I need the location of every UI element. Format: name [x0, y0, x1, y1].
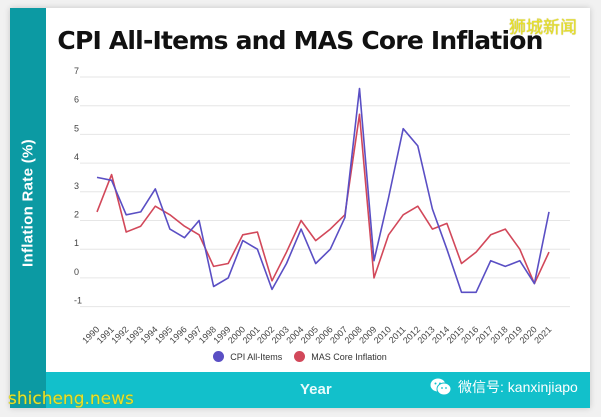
wechat-id: 微信号: kanxinjiapo	[458, 379, 578, 395]
legend-label-mas: MAS Core Inflation	[311, 351, 387, 362]
watermark-bottom: shicheng.news	[8, 389, 134, 409]
y-axis-band	[10, 8, 46, 408]
y-tick-label: 1	[74, 238, 79, 248]
series-line	[96, 87, 550, 294]
y-tick-label: 0	[74, 267, 79, 277]
legend-label-cpi: CPI All-Items	[230, 351, 283, 362]
y-tick-label: 7	[74, 66, 79, 76]
mas-legend-dot-icon	[294, 351, 306, 362]
x-tick-label: 2021	[532, 324, 553, 345]
wechat-watermark: 微信号: kanxinjiapo	[430, 377, 578, 397]
y-tick-label: 2	[74, 210, 79, 220]
cpi-legend-dot-icon	[213, 351, 225, 362]
legend-item-mas[interactable]: MAS Core Inflation	[294, 351, 387, 362]
y-tick-label: 4	[74, 152, 79, 162]
line-chart: -101234567199019911992199319941995199619…	[74, 66, 570, 346]
watermark-top: 狮城新闻	[509, 18, 577, 37]
series-line	[96, 113, 550, 285]
y-tick-label: 6	[74, 95, 79, 105]
x-axis-label: Year	[300, 381, 332, 398]
legend: CPI All-Items MAS Core Inflation	[10, 351, 590, 362]
y-tick-label: 5	[74, 123, 79, 133]
wechat-icon	[430, 378, 452, 396]
y-tick-label: -1	[74, 296, 82, 306]
legend-item-cpi[interactable]: CPI All-Items	[213, 351, 282, 362]
chart-card: Inflation Rate (%) CPI All-Items and MAS…	[10, 8, 590, 408]
chart-title: CPI All-Items and MAS Core Inflation	[57, 26, 543, 55]
x-axis-band	[46, 372, 590, 408]
y-tick-label: 3	[74, 181, 79, 191]
